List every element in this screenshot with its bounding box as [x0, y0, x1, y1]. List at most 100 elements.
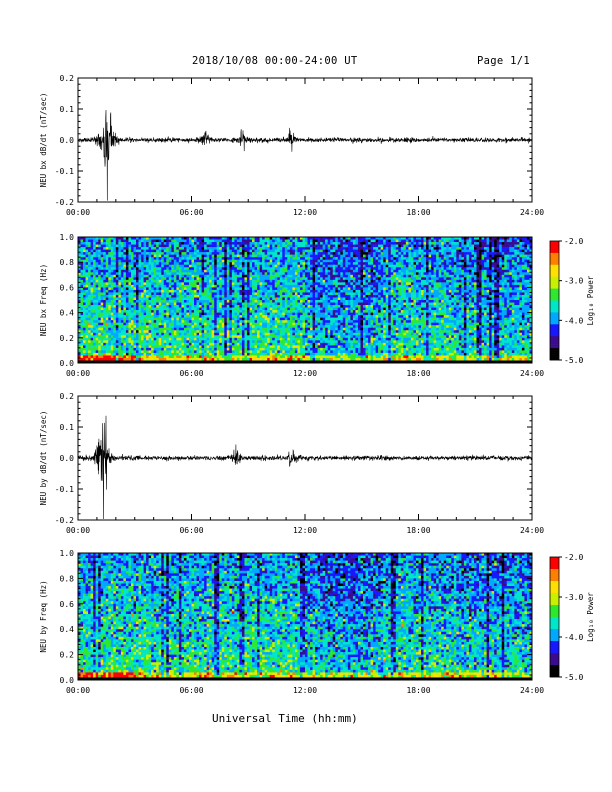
spectrogram-cell	[307, 284, 311, 288]
spectrogram-cell	[191, 257, 195, 260]
spectrogram-cell	[236, 315, 240, 318]
spectrogram-cell	[229, 292, 233, 296]
spectrogram-cell	[199, 247, 202, 250]
spectrogram-cell	[264, 317, 268, 321]
spectrogram-cell	[83, 360, 86, 364]
spectrogram-cell	[219, 347, 223, 351]
spectrogram-cell	[264, 289, 268, 293]
spectrogram-cell	[158, 305, 162, 308]
spectrogram-cell	[246, 284, 250, 288]
spectrogram-cell	[168, 269, 172, 273]
spectrogram-cell	[277, 247, 281, 250]
spectrogram-cell	[236, 355, 240, 359]
spectrogram-cell	[229, 272, 233, 276]
spectrogram-cell	[171, 282, 175, 286]
spectrogram-cell	[171, 292, 175, 296]
spectrogram-cell	[95, 302, 99, 306]
spectrogram-cell	[130, 254, 134, 258]
spectrogram-cell	[108, 355, 112, 359]
spectrogram-cell	[315, 252, 318, 255]
spectrogram-cell	[310, 249, 313, 253]
spectrogram-cell	[85, 262, 89, 266]
spectrogram-cell	[234, 322, 238, 326]
spectrogram-cell	[305, 272, 308, 276]
spectrogram-cell	[166, 292, 170, 296]
spectrogram-cell	[123, 350, 127, 354]
spectrogram-cell	[259, 264, 263, 268]
spectrogram-cell	[199, 350, 202, 354]
spectrogram-cell	[158, 335, 162, 339]
spectrogram-cell	[244, 279, 248, 283]
spectrogram-cell	[257, 294, 260, 298]
spectrogram-cell	[183, 330, 187, 334]
spectrogram-cell	[141, 264, 144, 268]
spectrogram-cell	[209, 289, 212, 293]
spectrogram-cell	[156, 342, 160, 346]
spectrogram-cell	[93, 237, 96, 240]
spectrogram-cell	[163, 317, 167, 321]
spectrogram-cell	[279, 352, 283, 356]
spectrogram-cell	[292, 322, 296, 326]
spectrogram-cell	[158, 302, 162, 306]
spectrogram-cell	[206, 357, 210, 361]
spectrogram-cell	[262, 272, 265, 276]
spectrogram-cell	[151, 272, 154, 276]
spectrogram-cell	[148, 254, 152, 258]
spectrogram-cell	[267, 327, 270, 331]
spectrogram-cell	[229, 320, 233, 323]
spectrogram-cell	[292, 242, 296, 245]
spectrogram-cell	[146, 267, 149, 271]
spectrogram-cell	[118, 287, 122, 291]
spectrogram-cell	[83, 332, 86, 336]
spectrogram-cell	[151, 264, 154, 268]
spectrogram-cell	[211, 267, 215, 271]
spectrogram-cell	[85, 345, 89, 349]
spectrogram-cell	[178, 320, 182, 323]
spectrogram-cell	[299, 302, 303, 306]
spectrogram-cell	[292, 357, 296, 361]
spectrogram-cell	[211, 247, 215, 250]
spectrogram-cell	[216, 294, 220, 298]
spectrogram-cell	[100, 335, 104, 339]
spectrogram-cell	[269, 289, 273, 293]
spectrogram-cell	[310, 274, 313, 278]
spectrogram-cell	[234, 327, 238, 331]
spectrogram-cell	[214, 259, 218, 263]
spectrogram-cell	[118, 347, 122, 351]
spectrogram-cell	[136, 307, 139, 311]
spectrogram-cell	[272, 262, 276, 266]
spectrogram-cell	[136, 252, 139, 255]
spectrogram-cell	[118, 352, 122, 356]
spectrogram-cell	[95, 300, 99, 303]
spectrogram-cell	[120, 269, 124, 273]
spectrogram-cell	[282, 249, 286, 253]
spectrogram-cell	[103, 342, 107, 346]
spectrogram-cell	[108, 249, 112, 253]
spectrogram-cell	[181, 355, 185, 359]
spectrogram-cell	[93, 310, 96, 313]
spectrogram-cell	[188, 274, 192, 278]
spectrogram-cell	[151, 305, 154, 308]
spectrogram-cell	[204, 337, 207, 341]
spectrogram-cell	[98, 300, 101, 303]
spectrogram-cell	[98, 254, 101, 258]
spectrogram-cell	[254, 237, 258, 240]
spectrogram-cell	[93, 262, 96, 266]
spectrogram-cell	[113, 237, 117, 240]
spectrogram-cell	[103, 257, 107, 260]
spectrogram-cell	[226, 242, 230, 245]
spectrogram-cell	[277, 262, 281, 266]
spectrogram-cell	[196, 259, 200, 263]
spectrogram-cell	[115, 347, 119, 351]
spectrogram-cell	[123, 360, 127, 364]
spectrogram-cell	[78, 335, 81, 339]
spectrogram-cell	[262, 337, 265, 341]
spectrogram-cell	[176, 340, 180, 344]
spectrogram-cell	[128, 347, 132, 351]
spectrogram-cell	[284, 300, 288, 303]
spectrogram-cell	[299, 340, 303, 344]
spectrogram-cell	[151, 292, 154, 296]
spectrogram-cell	[246, 244, 250, 248]
spectrogram-cell	[257, 347, 260, 351]
spectrogram-cell	[194, 289, 197, 293]
